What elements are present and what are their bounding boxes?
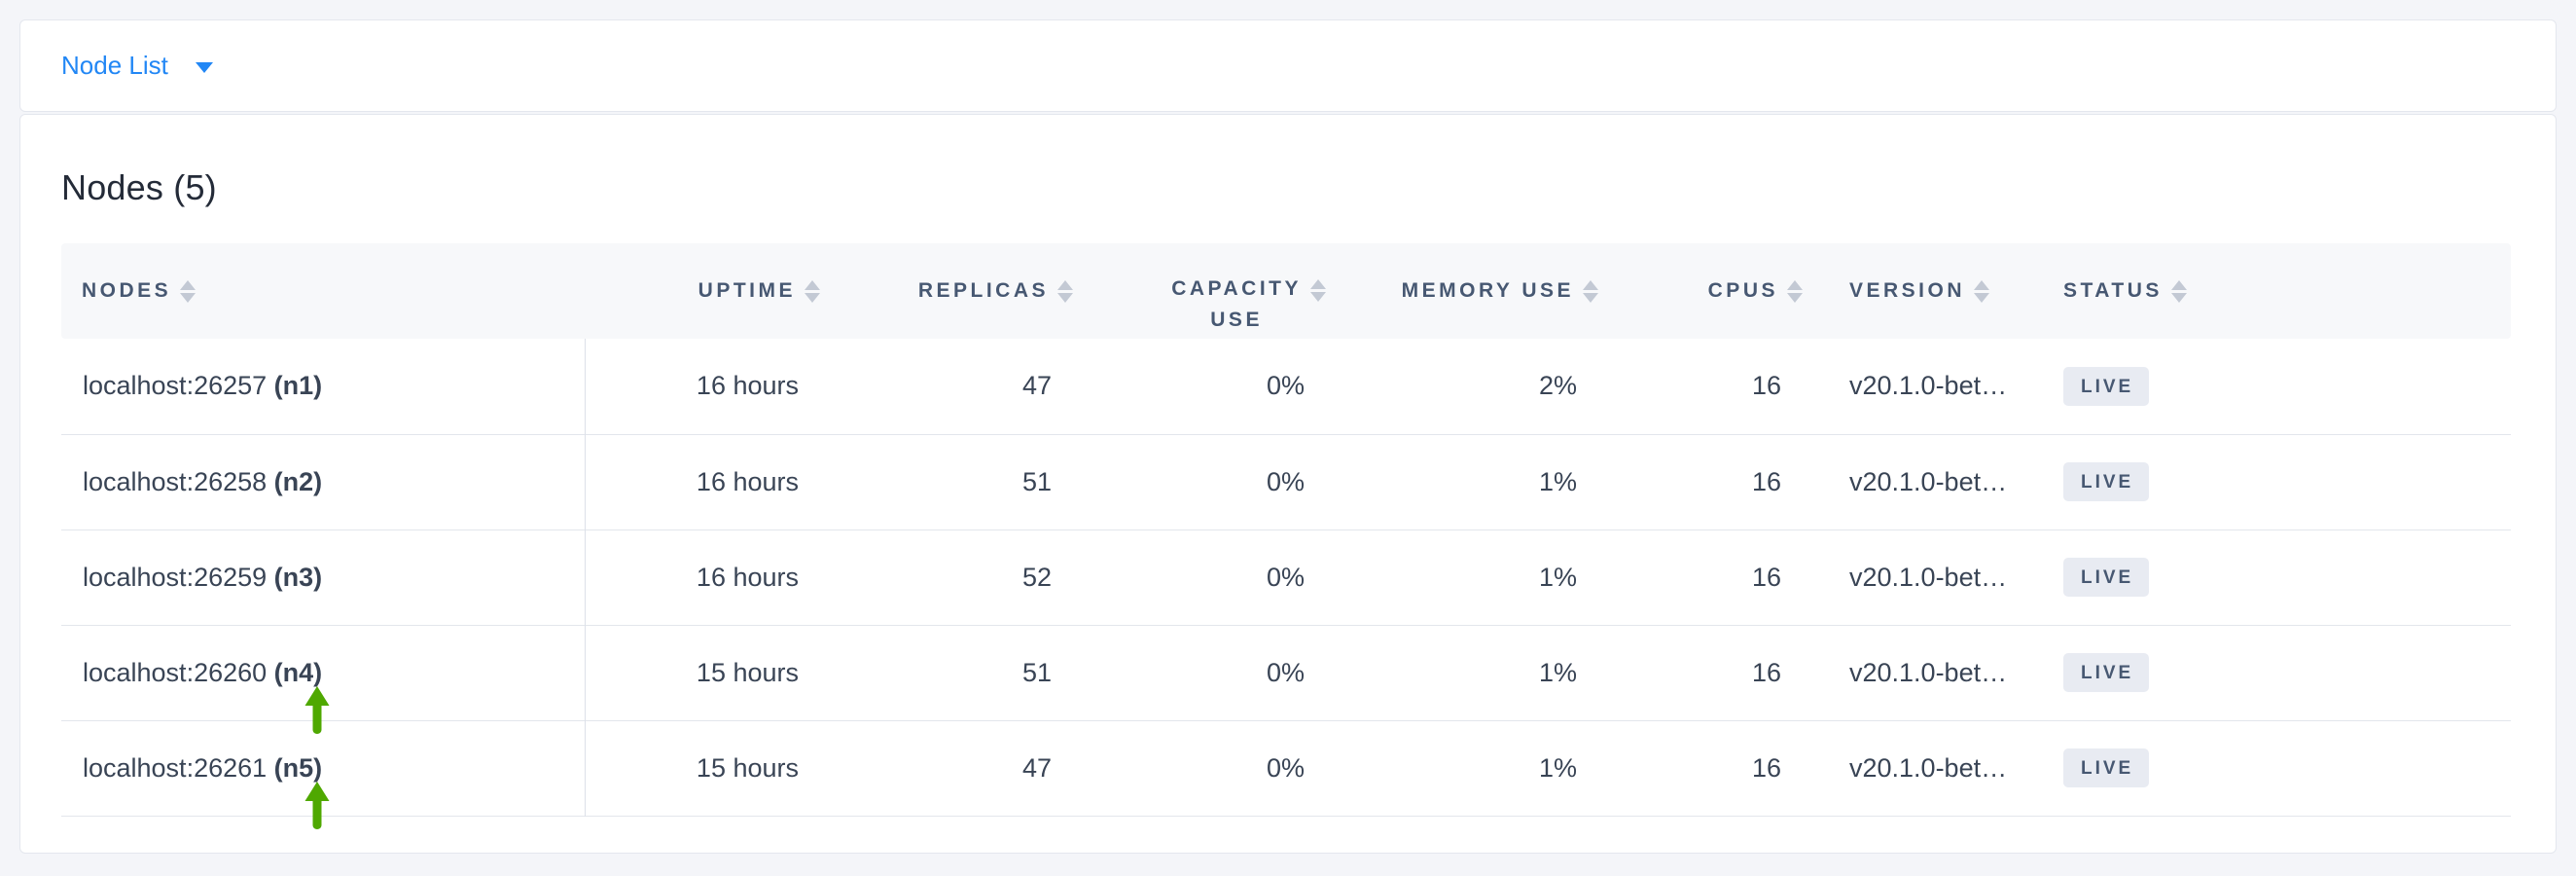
uptime-cell: 15 hours	[696, 752, 799, 783]
status-cell: LIVE	[2024, 625, 2511, 720]
version-cell: v20.1.0-bet…	[1849, 562, 2008, 592]
uptime-cell: 16 hours	[696, 562, 799, 592]
column-header-label: MEMORY USE	[1401, 279, 1574, 302]
column-header-capacity-use[interactable]: CAPACITY USE	[1091, 243, 1343, 339]
page-title: Nodes (5)	[61, 167, 217, 207]
table-header: NODES UPTIME REPLICAS	[61, 243, 2511, 339]
column-header-status[interactable]: STATUS	[2024, 243, 2511, 339]
replicas-cell: 47	[1021, 752, 1052, 783]
status-cell: LIVE	[2024, 339, 2511, 434]
node-address-cell: localhost:26261 (n5)	[61, 720, 586, 829]
table-row-n1: localhost:26257 (n1) 16 hours 47 0% 2% 1…	[61, 339, 2511, 434]
sort-icon	[1787, 279, 1803, 303]
cpus-cell: 16	[1751, 371, 1781, 401]
status-badge: LIVE	[2063, 653, 2150, 692]
table-row-n5: localhost:26261 (n5) 15 hours 47 0% 1% 1…	[61, 720, 2511, 829]
sort-icon	[1974, 279, 1990, 303]
column-header-uptime[interactable]: UPTIME	[585, 243, 838, 339]
column-header-replicas[interactable]: REPLICAS	[838, 243, 1091, 339]
node-id: (n1)	[273, 371, 323, 401]
version-cell: v20.1.0-bet…	[1849, 371, 2008, 401]
column-header-nodes[interactable]: NODES	[61, 243, 585, 339]
table-row-n2: localhost:26258 (n2) 16 hours 51 0% 1% 1…	[61, 434, 2511, 529]
sort-icon	[2170, 279, 2187, 303]
node-list-dropdown[interactable]: Node List	[61, 51, 213, 81]
status-badge: LIVE	[2063, 462, 2150, 501]
memory-use-cell: 1%	[1538, 466, 1577, 496]
column-header-memory-use[interactable]: MEMORY USE	[1343, 243, 1616, 339]
capacity-use-cell: 0%	[1266, 752, 1305, 783]
column-header-label: CPUS	[1707, 279, 1778, 302]
memory-use-cell: 1%	[1538, 752, 1577, 783]
status-cell: LIVE	[2024, 529, 2511, 625]
column-header-label: REPLICAS	[917, 279, 1049, 302]
sort-icon	[805, 279, 820, 303]
column-header-label: VERSION	[1849, 279, 1966, 302]
nodes-table: NODES UPTIME REPLICAS	[61, 243, 2511, 829]
uptime-cell: 16 hours	[696, 466, 799, 496]
status-cell: LIVE	[2024, 434, 2511, 529]
column-header-version[interactable]: VERSION	[1820, 243, 2024, 339]
node-id: (n4)	[273, 657, 323, 687]
version-cell: v20.1.0-bet…	[1849, 466, 2008, 496]
green-arrow-up-icon	[304, 685, 330, 735]
capacity-use-cell: 0%	[1266, 371, 1305, 401]
replicas-cell: 51	[1021, 466, 1052, 496]
node-address-cell: localhost:26258 (n2)	[61, 434, 586, 529]
capacity-use-cell: 0%	[1266, 657, 1305, 687]
view-selector-bar: Node List	[19, 19, 2557, 112]
capacity-use-cell: 0%	[1266, 562, 1305, 592]
replicas-cell: 51	[1021, 657, 1052, 687]
memory-use-cell: 2%	[1538, 371, 1577, 401]
cpus-cell: 16	[1751, 657, 1781, 687]
sort-icon	[180, 279, 197, 303]
memory-use-cell: 1%	[1538, 657, 1577, 687]
memory-use-cell: 1%	[1538, 562, 1577, 592]
capacity-use-cell: 0%	[1266, 466, 1305, 496]
cpus-cell: 16	[1751, 562, 1781, 592]
node-id: (n2)	[273, 466, 323, 496]
status-badge: LIVE	[2063, 366, 2150, 406]
sort-icon	[1057, 279, 1073, 303]
uptime-cell: 16 hours	[696, 371, 799, 401]
status-badge: LIVE	[2063, 748, 2150, 787]
column-header-label: NODES	[82, 279, 172, 302]
column-header-label: CAPACITY USE	[1171, 276, 1302, 331]
table-row-n3: localhost:26259 (n3) 16 hours 52 0% 1% 1…	[61, 529, 2511, 625]
table-row-n4: localhost:26260 (n4) 15 hours 51 0% 1% 1…	[61, 625, 2511, 734]
green-arrow-up-icon	[304, 781, 330, 830]
sort-icon	[1310, 278, 1326, 302]
status-cell: LIVE	[2024, 720, 2511, 816]
chevron-down-icon	[195, 61, 213, 73]
sort-icon	[1583, 279, 1598, 303]
nodes-panel: Nodes (5) NODES UPTIME	[19, 114, 2557, 854]
version-cell: v20.1.0-bet…	[1849, 657, 2008, 687]
column-header-cpus[interactable]: CPUS	[1616, 243, 1820, 339]
node-id: (n5)	[273, 752, 323, 783]
uptime-cell: 15 hours	[696, 657, 799, 687]
version-cell: v20.1.0-bet…	[1849, 752, 2008, 783]
node-address-cell: localhost:26257 (n1)	[61, 339, 586, 434]
column-header-label: STATUS	[2063, 279, 2163, 302]
replicas-cell: 52	[1021, 562, 1052, 592]
column-header-label: UPTIME	[698, 279, 796, 302]
table-body: localhost:26257 (n1) 16 hours 47 0% 2% 1…	[61, 339, 2511, 829]
status-badge: LIVE	[2063, 558, 2150, 597]
node-address-cell: localhost:26260 (n4)	[61, 625, 586, 734]
cpus-cell: 16	[1751, 752, 1781, 783]
cpus-cell: 16	[1751, 466, 1781, 496]
replicas-cell: 47	[1021, 371, 1052, 401]
node-address-cell: localhost:26259 (n3)	[61, 529, 586, 625]
node-id: (n3)	[273, 562, 323, 592]
node-list-dropdown-label: Node List	[61, 51, 168, 80]
